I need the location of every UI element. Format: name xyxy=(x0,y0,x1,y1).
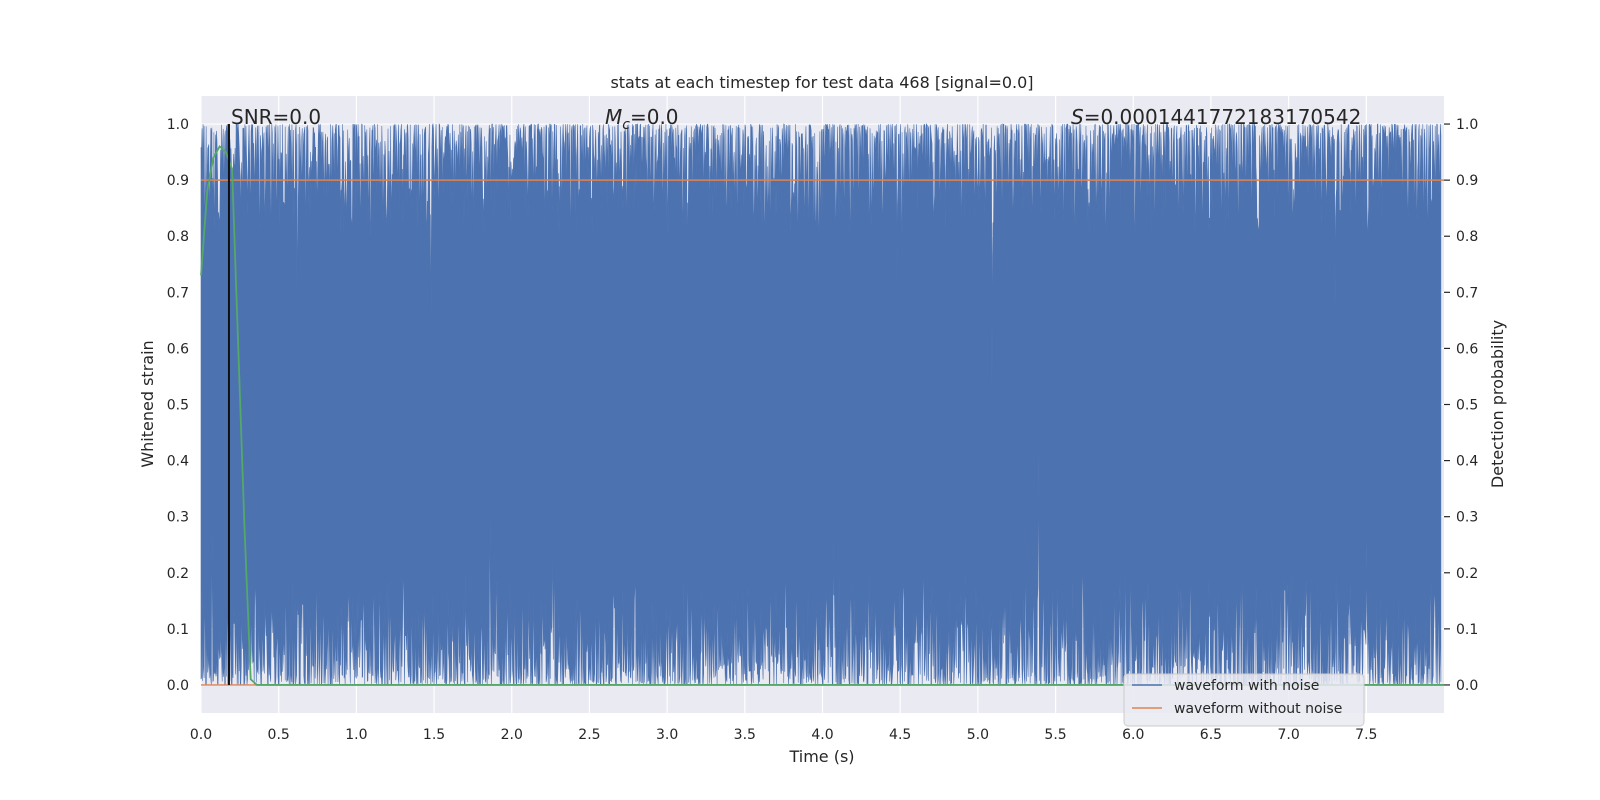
y-tick-label-left: 0.6 xyxy=(167,341,189,357)
y-tick-label-left: 0.7 xyxy=(167,285,189,301)
y-tick-label-left: 0.4 xyxy=(167,454,189,470)
series-detection-probability xyxy=(200,145,1444,686)
x-tick-label: 0.0 xyxy=(190,727,212,743)
y-tick-label-left: 0.0 xyxy=(167,678,189,694)
x-tick-label: 1.0 xyxy=(345,727,367,743)
y-tick-label-left: 0.1 xyxy=(167,622,189,638)
y-tick-label-left: 0.5 xyxy=(167,398,189,414)
x-tick-label: 4.5 xyxy=(889,727,911,743)
x-tick-label: 5.5 xyxy=(1044,727,1066,743)
snr-annotation: SNR=0.0 xyxy=(231,105,321,129)
x-tick-label: 0.5 xyxy=(268,727,290,743)
x-tick-label: 4.0 xyxy=(811,727,833,743)
y-tick-label-left: 0.2 xyxy=(167,566,189,582)
y-tick-label-left: 1.0 xyxy=(167,117,189,133)
legend: waveform with noise waveform without noi… xyxy=(1123,673,1365,727)
x-tick-label: 6.0 xyxy=(1122,727,1144,743)
y-tick-label-right: 0.8 xyxy=(1456,229,1478,245)
series-waveform-with-noise xyxy=(200,122,1442,687)
x-tick-label: 1.5 xyxy=(423,727,445,743)
x-tick-label: 5.0 xyxy=(967,727,989,743)
y-tick-label-left: 0.8 xyxy=(167,229,189,245)
y-tick-label-right: 0.6 xyxy=(1456,341,1478,357)
x-tick-label: 7.0 xyxy=(1277,727,1299,743)
legend-box xyxy=(1123,673,1365,727)
y-tick-label-right: 0.7 xyxy=(1456,285,1478,301)
s-annotation: S=0.0001441772183170542 xyxy=(1071,105,1361,129)
x-tick-label: 3.0 xyxy=(656,727,678,743)
y-tick-label-right: 1.0 xyxy=(1456,117,1478,133)
y-axis-label-right: Detection probability xyxy=(1488,320,1507,488)
y-tick-label-right: 0.2 xyxy=(1456,566,1478,582)
legend-label-with-noise: waveform with noise xyxy=(1174,678,1319,694)
legend-label-without-noise: waveform without noise xyxy=(1174,701,1342,717)
y-tick-label-left: 0.3 xyxy=(167,510,189,526)
mc-annotation: Mc=0.0 xyxy=(605,105,679,133)
y-tick-label-right: 0.4 xyxy=(1456,454,1478,470)
x-tick-label: 6.5 xyxy=(1200,727,1222,743)
x-tick-label: 3.5 xyxy=(734,727,756,743)
y-tick-label-left: 0.9 xyxy=(167,173,189,189)
x-axis-label: Time (s) xyxy=(788,747,854,766)
y-tick-label-right: 0.3 xyxy=(1456,510,1478,526)
x-tick-label: 2.0 xyxy=(501,727,523,743)
axes: 0.0 0.5 1.0 1.5 2.0 2.5 3.0 3.5 4.0 4.5 5.0 5.5 6.0 6… xyxy=(167,117,1479,743)
y-axis-label-left: Whitened strain xyxy=(138,340,157,467)
x-tick-label: 7.5 xyxy=(1355,727,1377,743)
x-tick-label: 2.5 xyxy=(578,727,600,743)
y-tick-label-right: 0.9 xyxy=(1456,173,1478,189)
y-tick-label-right: 0.0 xyxy=(1456,678,1478,694)
y-tick-label-right: 0.5 xyxy=(1456,398,1478,414)
y-tick-label-right: 0.1 xyxy=(1456,622,1478,638)
chart-title: stats at each timestep for test data 468… xyxy=(610,73,1033,92)
